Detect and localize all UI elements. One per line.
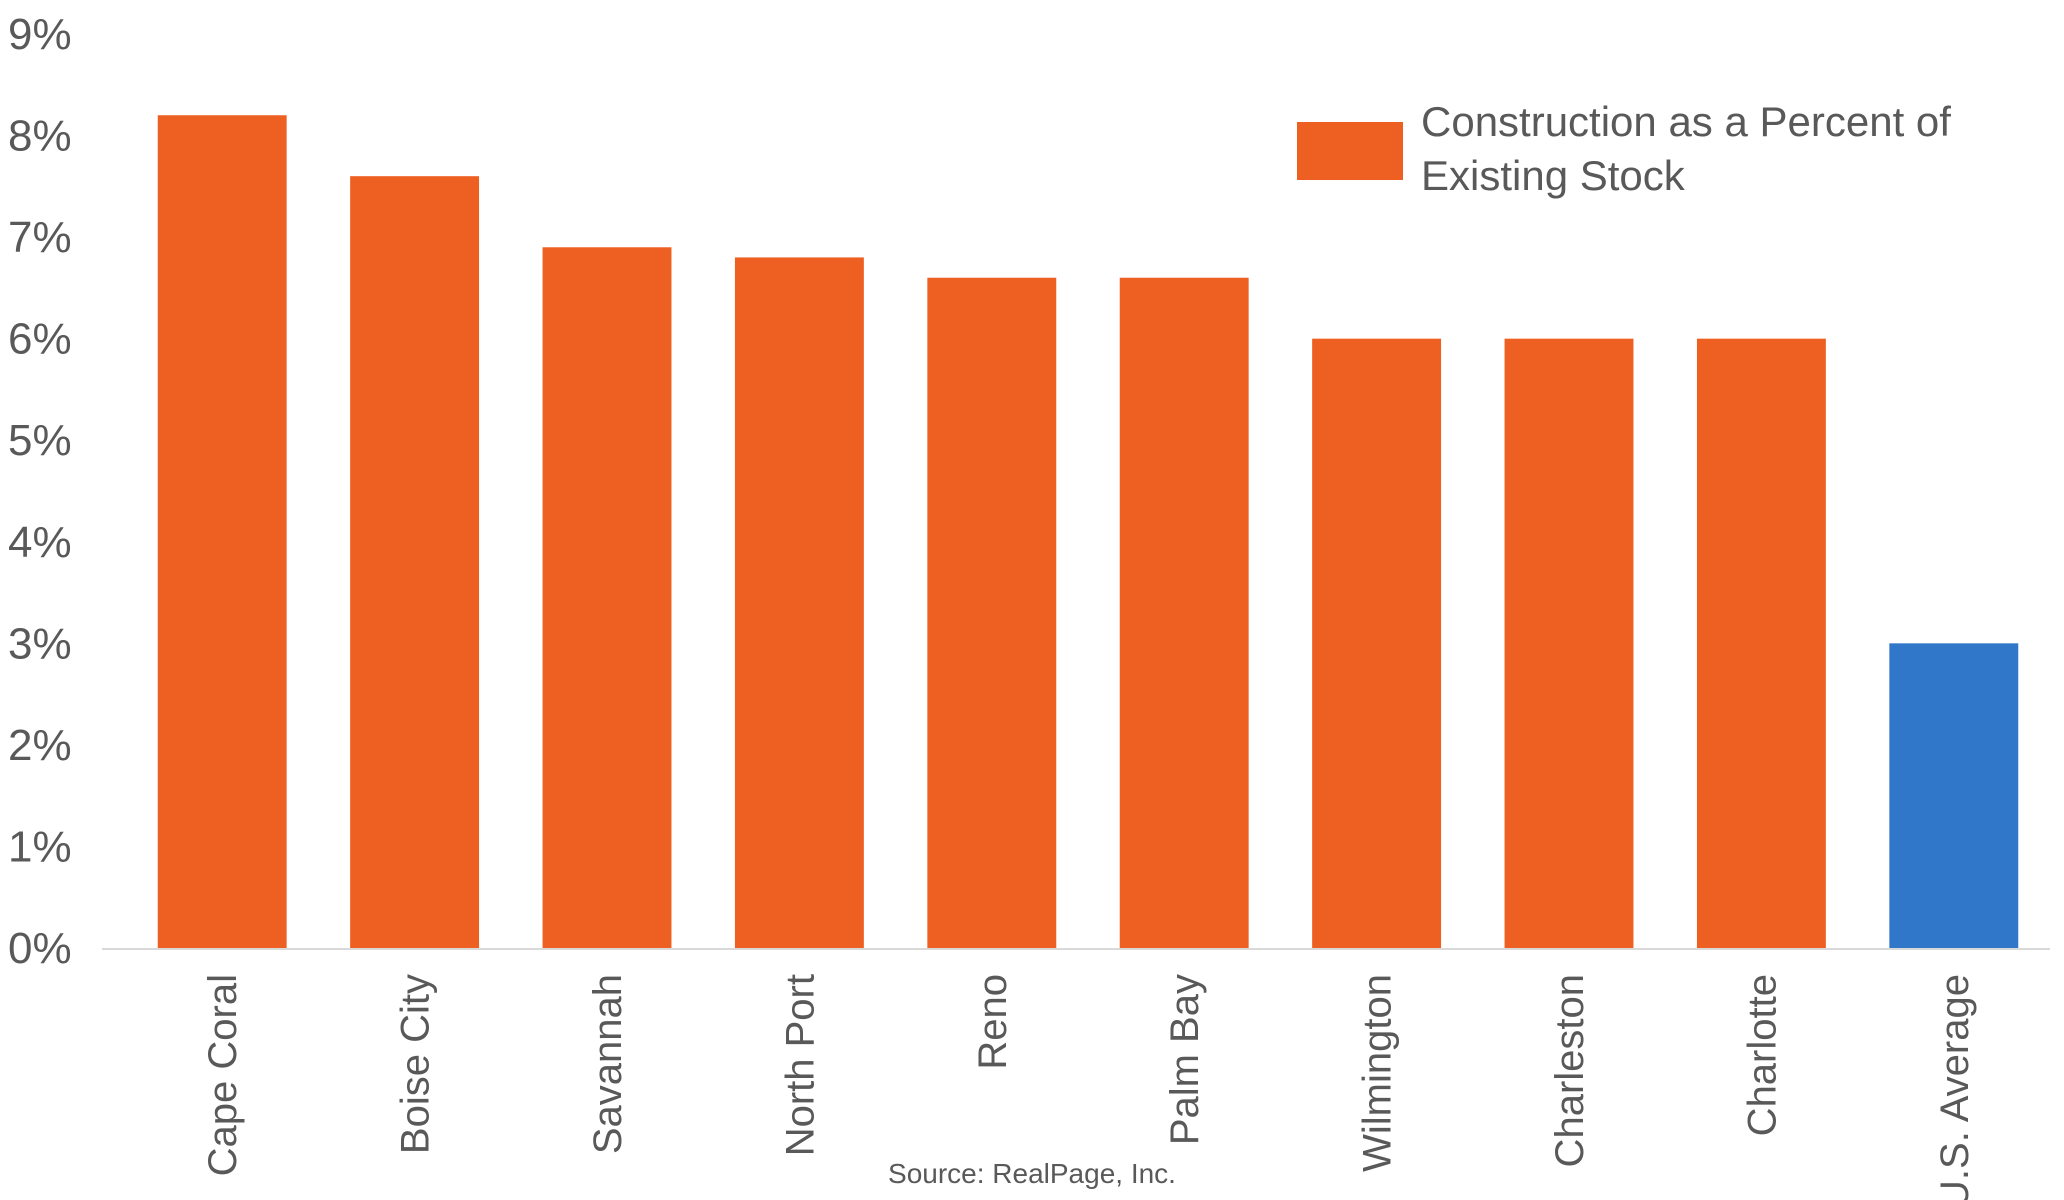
bar	[927, 277, 1057, 948]
bar	[542, 247, 672, 948]
y-tick-label: 9%	[8, 10, 72, 59]
x-tick-label: Cape Coral	[201, 974, 245, 1176]
y-tick-label: 3%	[8, 619, 72, 668]
x-tick-label: Charlotte	[1740, 974, 1784, 1136]
bar	[1119, 277, 1249, 948]
bar	[1312, 338, 1442, 949]
x-axis-labels: Cape Coral Boise City Savannah North Port Re…	[201, 974, 1977, 1200]
x-tick-label: U.S. Average	[1933, 974, 1977, 1200]
bars-group	[157, 115, 2019, 949]
y-tick-label: 2%	[8, 721, 72, 770]
x-tick-label: Reno	[971, 974, 1015, 1070]
y-axis-ticks: 0% 1% 2% 3% 4% 5% 6% 7% 8% 9%	[8, 10, 72, 973]
legend-swatch	[1297, 122, 1403, 180]
x-tick-label: Boise City	[394, 974, 438, 1154]
bar	[734, 257, 864, 948]
legend-label: Construction as a Percent of Existing St…	[1421, 98, 1963, 199]
x-tick-label: Charleston	[1548, 974, 1592, 1167]
y-tick-label: 7%	[8, 213, 72, 262]
y-tick-label: 6%	[8, 315, 72, 364]
x-tick-label: Palm Bay	[1163, 974, 1207, 1145]
source-note: Source: RealPage, Inc.	[888, 1158, 1176, 1189]
bar	[1504, 338, 1634, 949]
bar	[350, 176, 480, 948]
bar	[157, 115, 287, 948]
legend-label-line-1: Construction as a Percent of	[1421, 98, 1951, 145]
y-tick-label: 1%	[8, 822, 72, 871]
legend-label-line-2: Existing Stock	[1421, 152, 1686, 199]
x-tick-label: Wilmington	[1356, 974, 1400, 1172]
y-tick-label: 8%	[8, 112, 72, 161]
x-tick-label: Savannah	[586, 974, 630, 1154]
y-tick-label: 5%	[8, 416, 72, 465]
bar	[1889, 643, 2019, 948]
y-tick-label: 0%	[8, 924, 72, 973]
legend: Construction as a Percent of Existing St…	[1297, 98, 1963, 199]
bar	[1696, 338, 1826, 949]
y-tick-label: 4%	[8, 518, 72, 567]
x-tick-label: North Port	[778, 974, 822, 1156]
